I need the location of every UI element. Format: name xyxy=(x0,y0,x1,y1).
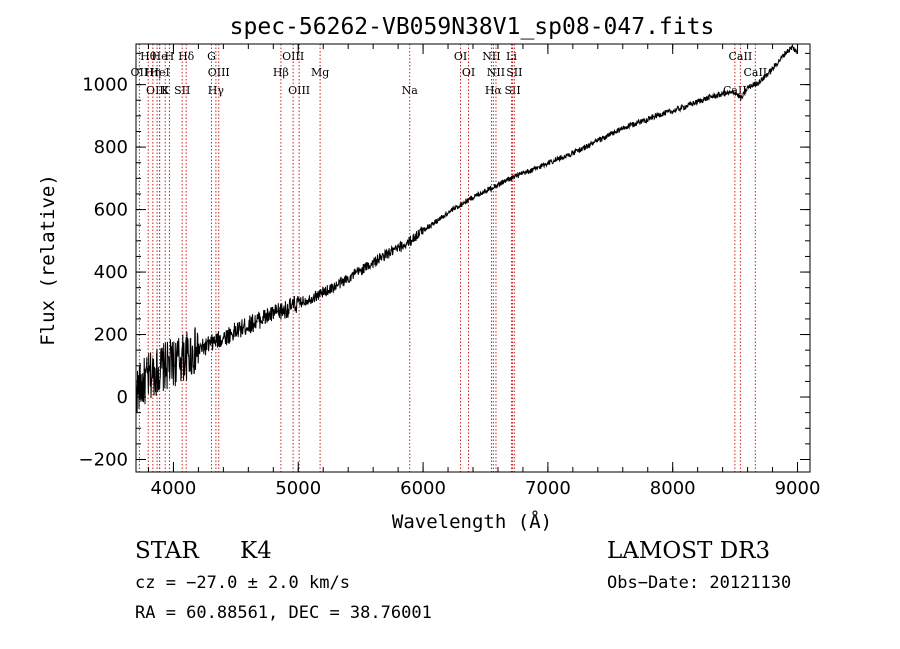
spectral-line-label: Hη xyxy=(145,66,161,79)
spectral-line-label: HeI xyxy=(149,66,169,79)
spectral-line-label: OIII xyxy=(146,84,168,97)
y-tick-label: 400 xyxy=(94,262,128,283)
spectral-subclass: K4 xyxy=(240,538,272,564)
spectral-line-label: Li xyxy=(506,50,517,63)
spectral-line-label: NII xyxy=(487,66,505,79)
object-class: STAR xyxy=(135,538,199,564)
spectral-line-markers: Hθ OII OIII He HηK H HeI SII Hδ OIII Hγ G Hβ OIII OIII… xyxy=(131,44,767,472)
spectral-line-label: Hθ xyxy=(140,50,157,63)
spectral-line-label: Hγ xyxy=(208,84,225,97)
axes: 4000 5000 6000 7000 8000 9000 −200 0 200 400 600 80… xyxy=(79,44,821,499)
x-tick-label: 8000 xyxy=(650,478,696,499)
spectral-line-label: Mg xyxy=(311,66,329,79)
spectral-line-label: OIII xyxy=(288,84,310,97)
y-tick-label: 1000 xyxy=(82,75,128,96)
spectral-line-label: Hβ xyxy=(273,66,289,79)
y-axis-label: Flux (relative) xyxy=(37,174,59,346)
spectral-line-label: H xyxy=(165,50,175,63)
x-tick-label: 7000 xyxy=(525,478,571,499)
y-tick-label: 0 xyxy=(117,387,128,408)
spectral-line-label: OI xyxy=(462,66,475,79)
y-tick-label: 200 xyxy=(94,325,128,346)
chart-title: spec-56262-VB059N38V1_sp08-047.fits xyxy=(230,14,715,40)
spectral-line-label: SII xyxy=(506,66,522,79)
plot-frame xyxy=(135,43,811,473)
spectral-line-label: K xyxy=(161,84,170,97)
spectral-line-label: CaII xyxy=(743,66,767,79)
flux-line xyxy=(135,43,798,413)
flux-series xyxy=(135,43,798,413)
spectral-line-label: SII xyxy=(174,84,190,97)
spectral-line-label: He xyxy=(152,50,168,63)
y-tick-label: −200 xyxy=(79,450,128,471)
spectral-line-label: SII xyxy=(504,84,520,97)
obs-date: Obs−Date: 20121130 xyxy=(607,573,792,593)
survey-name: LAMOST DR3 xyxy=(607,538,771,564)
spectral-line-label: OII xyxy=(131,66,149,79)
x-tick-label: 4000 xyxy=(151,478,197,499)
spectral-line-label: NII xyxy=(482,50,500,63)
coordinates: RA = 60.88561, DEC = 38.76001 xyxy=(135,603,432,623)
x-tick-label: 5000 xyxy=(275,478,321,499)
spectral-line-label: G xyxy=(207,50,216,63)
spectral-line-label: CaII xyxy=(729,50,753,63)
x-tick-label: 9000 xyxy=(775,478,821,499)
spectral-line-label: OI xyxy=(454,50,467,63)
spectral-line-label: Na xyxy=(402,84,419,97)
x-tick-label: 6000 xyxy=(400,478,446,499)
y-tick-label: 800 xyxy=(94,137,128,158)
y-tick-label: 600 xyxy=(94,200,128,221)
spectral-line-label: Hα xyxy=(485,84,503,97)
spectral-line-label: OIII xyxy=(208,66,230,79)
redshift-value: cz = −27.0 ± 2.0 km/s xyxy=(135,573,350,593)
spectral-line-label: OIII xyxy=(282,50,304,63)
x-axis-label: Wavelength (Å) xyxy=(392,510,552,533)
spectral-line-label: Hδ xyxy=(178,50,195,63)
